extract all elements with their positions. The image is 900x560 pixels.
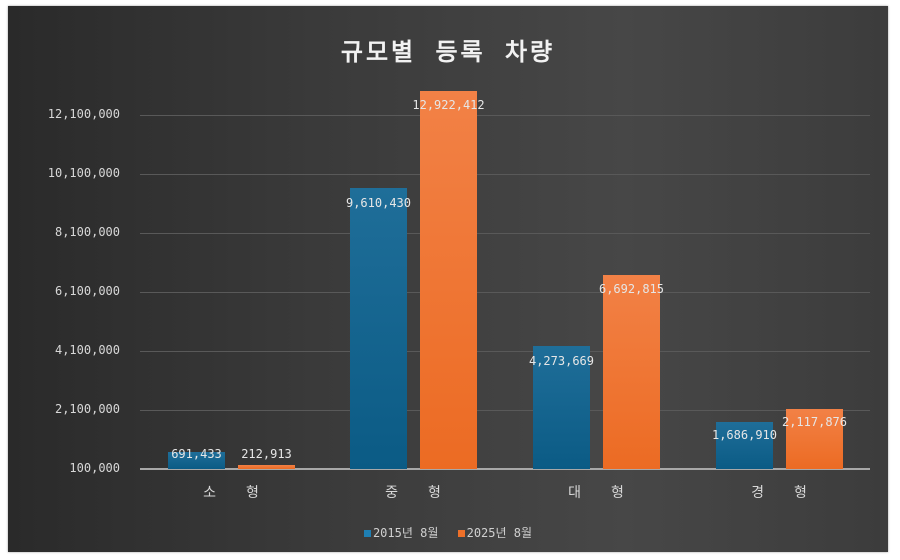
data-label: 6,692,815 (598, 281, 665, 296)
bar-2015 (168, 451, 225, 469)
bar-2025 (603, 274, 660, 469)
data-label: 1,686,910 (711, 428, 778, 443)
x-category-label: 중형 (385, 485, 471, 501)
legend-label: 2015년 8월 (372, 526, 439, 540)
x-category-label: 소형 (203, 485, 289, 501)
y-tick-label: 12,100,000 (47, 107, 120, 121)
x-category-label: 대형 (568, 485, 654, 501)
bar-2015 (533, 345, 590, 469)
legend: 2015년 8월 2025년 8월 (8, 524, 888, 541)
gridline (140, 115, 870, 116)
bar-2015 (716, 422, 773, 469)
y-tick-label: 2,100,000 (54, 402, 120, 416)
data-label: 691,433 (171, 447, 222, 461)
y-tick-label: 4,100,000 (54, 343, 120, 357)
y-tick-label: 6,100,000 (54, 284, 120, 298)
gridline (140, 351, 870, 352)
legend-item-2015: 2015년 8월 (363, 524, 439, 541)
gridline (140, 174, 870, 175)
gridline (140, 410, 870, 411)
x-axis-line (140, 468, 870, 470)
gridline (140, 292, 870, 293)
gridline (140, 233, 870, 234)
legend-label: 2025년 8월 (466, 526, 533, 540)
data-label: 9,610,430 (345, 196, 412, 211)
data-label: 2,117,876 (781, 415, 848, 430)
x-category-label: 경형 (751, 485, 837, 501)
data-label: 4,273,669 (528, 353, 595, 368)
y-tick-label: 10,100,000 (47, 166, 120, 180)
legend-item-2025: 2025년 8월 (457, 524, 533, 541)
data-label: 12,922,412 (412, 97, 485, 112)
legend-swatch-orange (457, 530, 465, 537)
legend-swatch-blue (363, 530, 371, 537)
y-tick-label: 100,000 (69, 461, 120, 475)
bar-2025 (238, 465, 295, 469)
bar-2025 (420, 90, 477, 469)
data-label: 212,913 (241, 447, 292, 461)
bar-2015 (350, 188, 407, 469)
chart-title: 규모별 등록 차량 (340, 38, 556, 66)
y-tick-label: 8,100,000 (54, 225, 120, 239)
chart-panel: 규모별 등록 차량 100,000 2,100,000 4,100,000 6,100… (8, 6, 888, 552)
plot-area: 100,000 2,100,000 4,100,000 6,100,000 8,100,… (8, 6, 888, 552)
bar-2025 (786, 409, 843, 469)
